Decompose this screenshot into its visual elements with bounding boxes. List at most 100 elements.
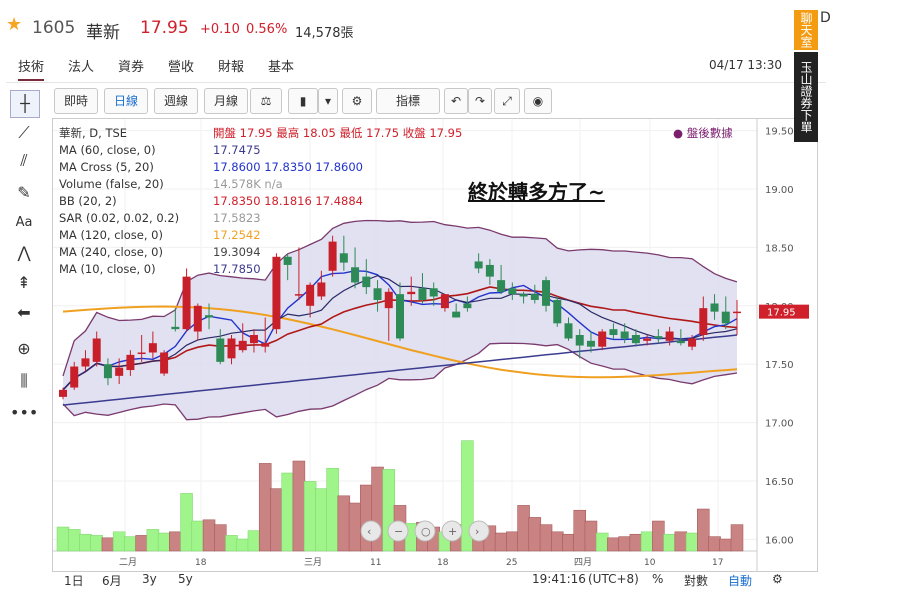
volume-bar [247, 530, 261, 552]
candle-body [485, 264, 494, 277]
weekly-button[interactable]: 週線 [154, 88, 198, 114]
volume-bar [697, 508, 710, 552]
tab-revenue[interactable]: 營收 [168, 60, 195, 75]
undo-icon[interactable]: ↶ [444, 88, 468, 114]
volume-bar [573, 509, 586, 552]
x-tick-label: 18 [195, 558, 207, 568]
crosshair-icon[interactable]: ┼ [10, 90, 40, 118]
gear-icon[interactable]: ⚙ [772, 572, 783, 586]
volume-bar [461, 440, 474, 552]
star-icon[interactable]: ★ [6, 14, 23, 35]
chart-toolbar: 即時 日線 週線 月線 ⚖ ▮ ▾ ⚙ 指標 ↶ ↷ ⤢ ◉ [54, 88, 552, 114]
percent-toggle[interactable]: % [652, 572, 664, 586]
y-tick-label: 17.00 [765, 419, 794, 430]
candle-body [238, 340, 247, 351]
volume-bar [180, 493, 193, 552]
fullscreen-icon[interactable]: ⤢ [494, 88, 520, 114]
volume-bar [551, 531, 564, 552]
volume-bar [629, 533, 643, 552]
candle-body [306, 284, 315, 306]
realtime-button[interactable]: 即時 [54, 88, 98, 114]
volume-bar [326, 467, 339, 552]
candle-body [474, 261, 483, 269]
candle-body [70, 366, 79, 388]
candle-body [530, 294, 539, 300]
x-tick-label: 25 [506, 558, 517, 568]
tab-basic[interactable]: 基本 [268, 60, 295, 75]
gear-icon[interactable]: ⚙ [342, 88, 372, 114]
x-tick-label: 10 [644, 558, 656, 568]
fib-icon[interactable]: ⫽ [20, 151, 28, 170]
tab-margin[interactable]: 資券 [118, 60, 145, 75]
chat-room-button[interactable]: 聊天室 [794, 10, 818, 50]
after-hours-label: ● 盤後數據 [673, 126, 733, 140]
daily-button[interactable]: 日線 [104, 88, 148, 114]
candle-body [452, 311, 461, 318]
camera-icon[interactable]: ◉ [524, 88, 552, 114]
y-tick-label: 16.50 [765, 477, 794, 488]
candle-body [407, 291, 416, 295]
close-banner-label[interactable]: D [820, 10, 831, 26]
volume-bar [146, 529, 160, 552]
tab-bar: 技術 法人 資券 營收 財報 基本 04/17 13:30 [6, 52, 826, 83]
volume-bar [663, 533, 676, 552]
pattern-icon[interactable]: ⋀ [17, 243, 31, 262]
candlestick-chart[interactable]: 19.5019.0018.5018.0017.5017.0016.5016.00… [53, 119, 817, 571]
arrow-left-icon[interactable]: ⬅ [17, 303, 31, 322]
compare-icon[interactable]: ⚖ [250, 88, 282, 114]
range-6m[interactable]: 6月 [102, 574, 122, 588]
auto-toggle[interactable]: 自動 [728, 574, 753, 588]
legend-label: MA (60, close, 0) [59, 143, 156, 157]
tab-technical[interactable]: 技術 [18, 56, 45, 81]
legend-label: MA (120, close, 0) [59, 228, 163, 242]
volume-bar [67, 529, 81, 552]
candle-body [148, 343, 157, 353]
candle-body [115, 367, 124, 376]
chart-nav-icon: ○ [421, 525, 431, 538]
text-icon[interactable]: Aa [15, 215, 33, 230]
range-1d[interactable]: 1日 [64, 574, 84, 588]
chart-nav-button [441, 520, 463, 542]
tab-institutional[interactable]: 法人 [68, 60, 95, 75]
candle-body [463, 303, 472, 309]
bars-icon[interactable]: ⫼ [20, 371, 28, 390]
redo-icon[interactable]: ↷ [468, 88, 492, 114]
legend-value: 17.2542 [213, 228, 261, 242]
volume-bar [708, 536, 721, 552]
legend-label: Volume (false, 20) [59, 177, 164, 191]
brush-icon[interactable]: ✎ [17, 183, 31, 202]
volume-bar [562, 533, 575, 552]
last-price-tag [759, 304, 809, 319]
chart-nav-icon: ‹ [367, 525, 371, 538]
more-icon[interactable]: ••• [10, 403, 39, 422]
indicators-button[interactable]: 指標 [376, 88, 440, 114]
candle-body [272, 256, 281, 330]
candle-body [688, 338, 697, 347]
volume-bar [303, 481, 317, 552]
ma-120-line [62, 305, 738, 379]
chart-area[interactable]: 19.5019.0018.5018.0017.5017.0016.5016.00… [52, 118, 818, 572]
volume-bar [674, 531, 688, 552]
monthly-button[interactable]: 月線 [204, 88, 248, 114]
chevron-down-icon[interactable]: ▾ [318, 88, 338, 114]
clock-time: 19:41:16 [532, 572, 586, 586]
candle-body [396, 294, 404, 339]
legend-label: MA (240, close, 0) [59, 245, 163, 259]
trendline-icon[interactable]: ⟋ [18, 123, 30, 142]
candle-body [294, 294, 303, 296]
log-toggle[interactable]: 對數 [684, 574, 709, 588]
tab-financials[interactable]: 財報 [218, 60, 245, 75]
range-5y[interactable]: 5y [178, 572, 193, 586]
range-3y[interactable]: 3y [142, 572, 157, 586]
candle-type-icon[interactable]: ▮ [288, 88, 318, 114]
timezone[interactable]: (UTC+8) [588, 572, 639, 586]
candle-body [160, 352, 169, 374]
candle-body [171, 326, 180, 330]
volume-bar [517, 505, 530, 552]
measure-icon[interactable]: ⇞ [17, 273, 31, 292]
volume-bar [348, 502, 362, 552]
zoom-icon[interactable]: ⊕ [17, 339, 31, 358]
trade-button[interactable]: 玉山證券下單 [794, 52, 818, 142]
legend-value: 14.578K n/a [213, 177, 283, 191]
candle-body [609, 329, 618, 335]
